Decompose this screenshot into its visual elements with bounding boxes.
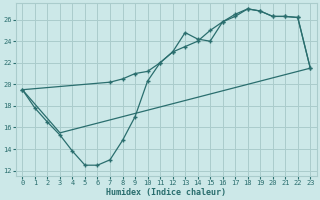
X-axis label: Humidex (Indice chaleur): Humidex (Indice chaleur) bbox=[106, 188, 226, 197]
